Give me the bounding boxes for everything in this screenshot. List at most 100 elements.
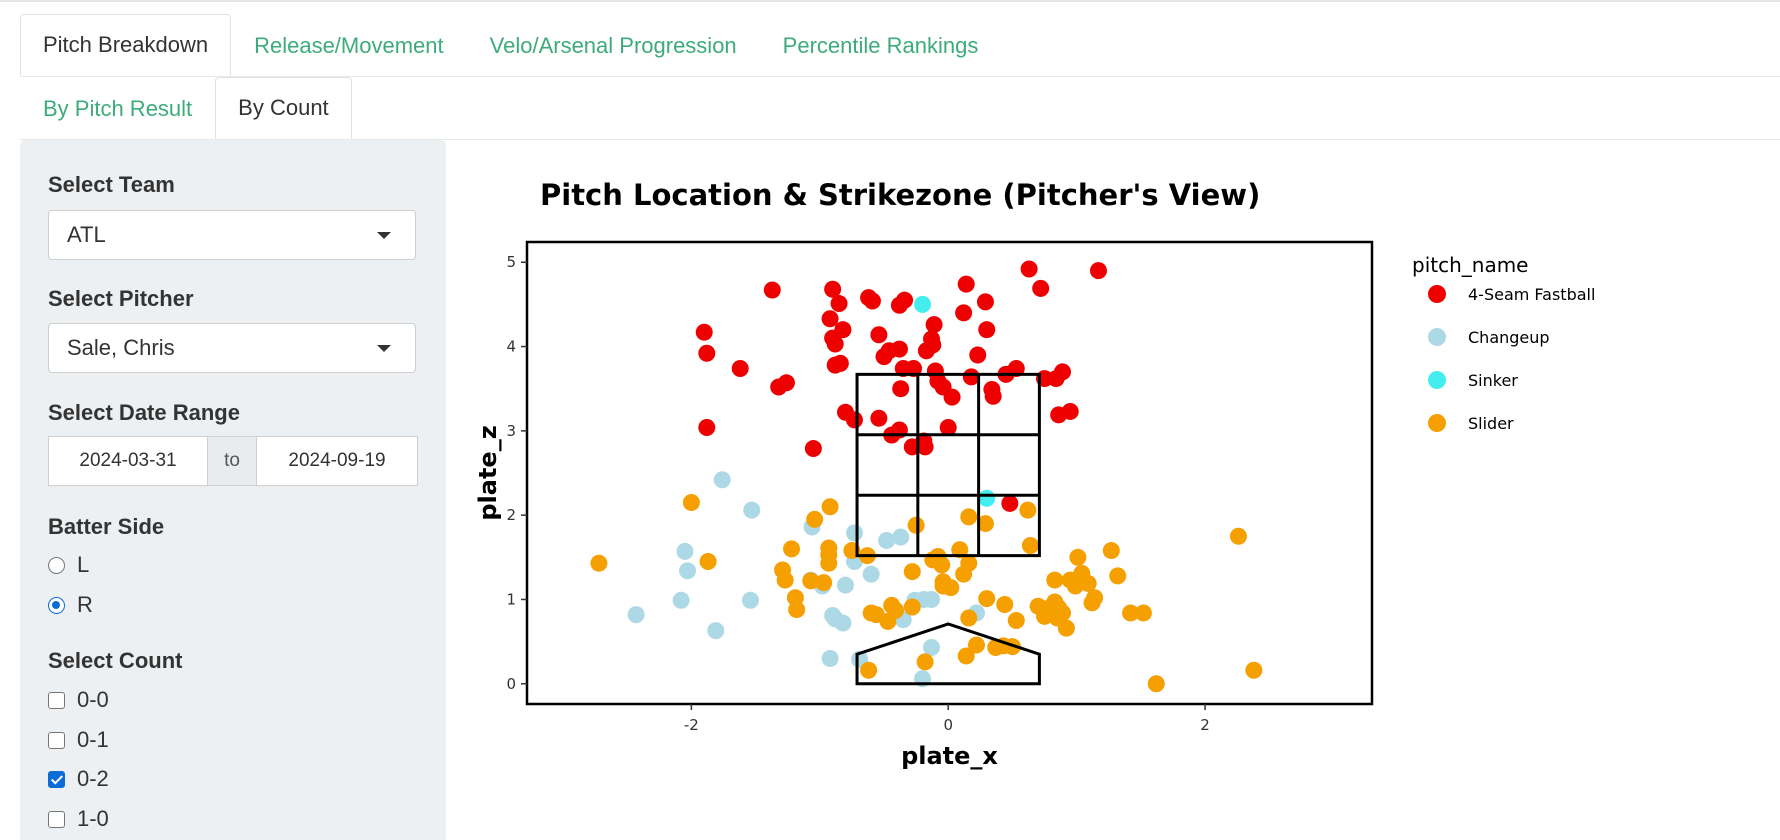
y-tick-label: 1 — [506, 590, 516, 608]
data-point-4-seam-fastball — [955, 304, 973, 322]
y-axis-label: plate_z — [474, 425, 502, 520]
count-option-0-2[interactable]: 0-2 — [48, 764, 109, 794]
data-point-slider — [1057, 619, 1075, 637]
main-tab-divider — [20, 76, 1780, 77]
legend-label: 4-Seam Fastball — [1468, 285, 1595, 304]
data-point-4-seam-fastball — [1007, 359, 1025, 377]
data-point-4-seam-fastball — [821, 310, 839, 328]
legend-label: Sinker — [1468, 371, 1518, 390]
data-point-slider — [806, 510, 824, 528]
count-option-0-1[interactable]: 0-1 — [48, 725, 109, 755]
checkbox-0-2[interactable] — [48, 770, 65, 788]
data-point-4-seam-fastball — [804, 440, 822, 458]
data-point-slider — [1134, 604, 1152, 622]
pitcher-select-value: Sale, Chris — [67, 335, 175, 360]
data-point-changeup — [627, 606, 645, 624]
data-point-changeup — [862, 565, 880, 583]
chevron-down-icon — [377, 232, 391, 239]
data-point-slider — [978, 590, 996, 608]
pitcher-label: Select Pitcher — [48, 286, 194, 311]
data-point-4-seam-fastball — [896, 291, 914, 309]
x-tick-label: 0 — [943, 716, 953, 734]
legend-label: Slider — [1468, 414, 1514, 433]
data-point-slider — [1069, 548, 1087, 566]
team-select[interactable]: ATL — [48, 210, 416, 260]
count-option-label: 0-2 — [77, 766, 109, 791]
team-label: Select Team — [48, 172, 175, 197]
x-tick-label: -2 — [684, 716, 699, 734]
end-date-field[interactable]: 2024-09-19 — [256, 436, 418, 486]
tab-velo-arsenal-progression[interactable]: Velo/Arsenal Progression — [489, 32, 737, 58]
data-point-4-seam-fastball — [984, 387, 1002, 405]
plot-border — [525, 240, 1374, 706]
data-point-4-seam-fastball — [698, 418, 716, 436]
team-select-value: ATL — [67, 222, 106, 247]
tab-release-movement[interactable]: Release/Movement — [254, 32, 444, 58]
tab-pitch-breakdown[interactable]: Pitch Breakdown — [20, 14, 232, 76]
data-point-slider — [776, 571, 794, 589]
data-point-slider — [1147, 675, 1165, 693]
data-point-slider — [821, 498, 839, 516]
checkbox-1-0[interactable] — [48, 810, 65, 828]
tab-by-pitch-result[interactable]: By Pitch Result — [43, 95, 193, 121]
y-tick-label: 0 — [506, 675, 516, 693]
checkbox-0-0[interactable] — [48, 691, 65, 709]
data-point-4-seam-fastball — [976, 293, 994, 311]
data-point-4-seam-fastball — [763, 281, 781, 299]
data-point-changeup — [923, 590, 941, 608]
data-point-slider — [907, 516, 925, 534]
data-point-slider — [960, 554, 978, 572]
pitcher-select[interactable]: Sale, Chris — [48, 323, 416, 373]
data-point-slider — [1086, 589, 1104, 607]
data-point-slider — [1021, 537, 1039, 555]
count-option-1-0[interactable]: 1-0 — [48, 804, 109, 834]
data-point-slider — [1054, 604, 1072, 622]
data-point-slider — [916, 653, 934, 671]
data-point-4-seam-fastball — [978, 321, 996, 339]
start-date-field[interactable]: 2024-03-31 — [48, 436, 208, 486]
data-point-changeup — [878, 531, 896, 549]
data-point-4-seam-fastball — [824, 280, 842, 298]
data-point-changeup — [892, 528, 910, 546]
data-point-4-seam-fastball — [1001, 494, 1019, 512]
data-point-slider — [1079, 574, 1097, 592]
date-range-label: Select Date Range — [48, 400, 240, 425]
data-point-changeup — [834, 614, 852, 632]
data-point-changeup — [821, 649, 839, 667]
data-point-slider — [1007, 612, 1025, 630]
data-point-changeup — [923, 639, 941, 657]
legend-title: pitch_name — [1412, 253, 1528, 277]
data-point-slider — [783, 540, 801, 558]
top-border — [0, 0, 1780, 2]
data-point-4-seam-fastball — [1032, 279, 1050, 297]
pitch-location-chart: 0 1 2 3 4 5 -2 0 2 plate_x plate_z pitch_name 4-Seam… — [474, 240, 1595, 770]
data-point-4-seam-fastball — [915, 432, 933, 450]
batter-side-option-r[interactable]: R — [48, 590, 93, 620]
radio-button-r[interactable] — [48, 596, 65, 614]
data-point-slider — [860, 661, 878, 679]
radio-button-l[interactable] — [48, 556, 65, 574]
legend-key-changeup — [1428, 328, 1446, 346]
data-point-4-seam-fastball — [870, 409, 888, 427]
data-point-slider — [960, 508, 978, 526]
data-point-4-seam-fastball — [925, 316, 943, 334]
data-point-4-seam-fastball — [905, 359, 923, 377]
strike-zone-outline — [855, 372, 1041, 558]
data-point-slider — [960, 609, 978, 627]
data-point-4-seam-fastball — [962, 368, 980, 386]
data-point-changeup — [676, 542, 694, 560]
data-point-slider — [820, 554, 838, 572]
data-point-4-seam-fastball — [969, 346, 987, 364]
batter-side-option-l[interactable]: L — [48, 550, 89, 580]
data-point-slider — [1122, 604, 1140, 622]
data-point-slider — [951, 541, 969, 559]
tab-percentile-rankings[interactable]: Percentile Rankings — [782, 32, 979, 58]
tab-by-count[interactable]: By Count — [215, 77, 352, 139]
checkbox-0-1[interactable] — [48, 731, 65, 749]
count-option-0-0[interactable]: 0-0 — [48, 685, 109, 715]
data-point-slider — [967, 636, 985, 654]
chevron-down-icon — [377, 345, 391, 352]
data-point-sinker — [978, 489, 996, 507]
data-point-4-seam-fastball — [1020, 260, 1038, 278]
data-point-4-seam-fastball — [939, 418, 957, 436]
